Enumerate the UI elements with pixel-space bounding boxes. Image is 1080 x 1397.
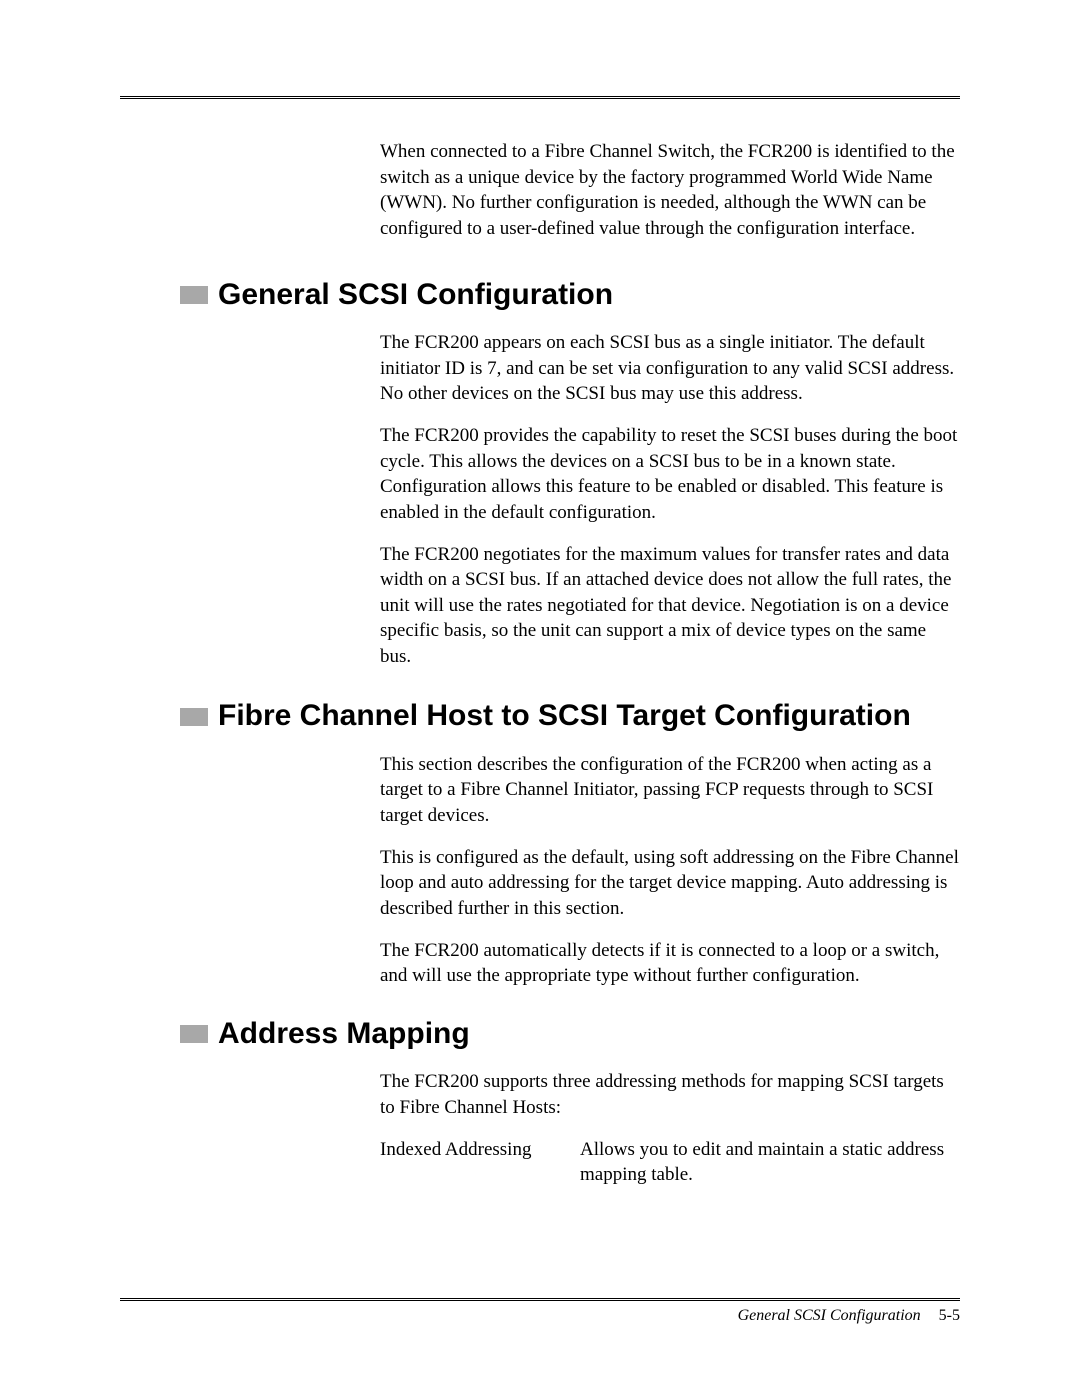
section-general-scsi: General SCSI Configuration The FCR200 ap…: [120, 278, 960, 670]
footer-rule: [120, 1298, 960, 1301]
definition-row: Indexed Addressing Allows you to edit an…: [380, 1137, 960, 1188]
section-address-mapping: Address Mapping The FCR200 supports thre…: [120, 1017, 960, 1188]
heading-title: Fibre Channel Host to SCSI Target Config…: [218, 699, 911, 732]
body-paragraph: The FCR200 negotiates for the maximum va…: [380, 542, 960, 670]
heading-marker-icon: [180, 1025, 208, 1043]
intro-paragraph: When connected to a Fibre Channel Switch…: [380, 139, 960, 242]
section-heading: Address Mapping: [180, 1017, 960, 1052]
body-paragraph: The FCR200 provides the capability to re…: [380, 423, 960, 526]
section-heading: General SCSI Configuration: [180, 278, 960, 313]
body-paragraph: The FCR200 automatically detects if it i…: [380, 938, 960, 989]
page-content: When connected to a Fibre Channel Switch…: [0, 0, 1080, 1276]
section-heading: Fibre Channel Host to SCSI Target Config…: [180, 698, 960, 734]
footer-page-number: 5-5: [939, 1307, 960, 1324]
heading-title: General SCSI Configuration: [218, 278, 613, 313]
body-paragraph: The FCR200 appears on each SCSI bus as a…: [380, 330, 960, 407]
page-footer: General SCSI Configuration 5-5: [120, 1298, 960, 1325]
definition-description: Allows you to edit and maintain a static…: [580, 1137, 960, 1188]
top-rule: [120, 96, 960, 99]
footer-text: General SCSI Configuration 5-5: [120, 1307, 960, 1325]
section-fc-host-scsi-target: Fibre Channel Host to SCSI Target Config…: [120, 698, 960, 989]
heading-marker-icon: [180, 286, 208, 304]
body-paragraph: This is configured as the default, using…: [380, 845, 960, 922]
definition-term: Indexed Addressing: [380, 1137, 580, 1188]
footer-section-ref: General SCSI Configuration: [738, 1307, 921, 1324]
heading-title: Address Mapping: [218, 1017, 470, 1052]
heading-marker-icon: [180, 708, 208, 726]
body-paragraph: This section describes the configuration…: [380, 752, 960, 829]
body-paragraph: The FCR200 supports three addressing met…: [380, 1069, 960, 1120]
